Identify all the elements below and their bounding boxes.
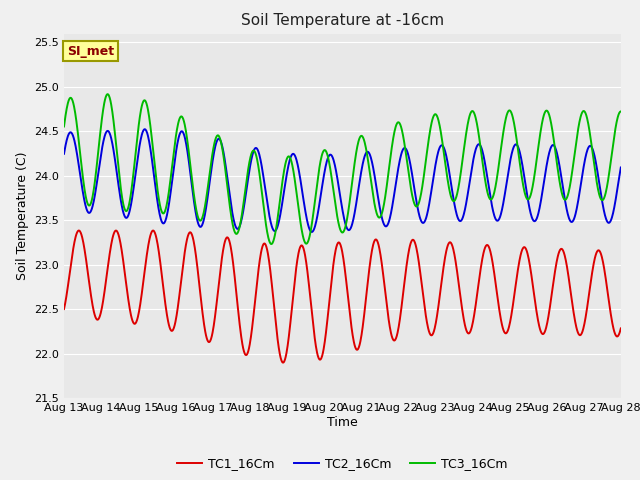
TC3_16Cm — [60, 124, 68, 130]
TC1_16Cm — [246, 337, 254, 343]
TC1_16Cm — [75, 228, 83, 233]
Line: TC2_16Cm: TC2_16Cm — [64, 129, 621, 232]
TC2_16Cm — [171, 158, 179, 164]
TC2_16Cm — [617, 165, 625, 170]
TC3_16Cm — [184, 144, 192, 150]
TC3_16Cm — [268, 241, 275, 247]
TC1_16Cm — [171, 323, 179, 328]
TC1_16Cm — [60, 306, 68, 312]
TC3_16Cm — [552, 149, 559, 155]
TC3_16Cm — [104, 91, 111, 97]
TC1_16Cm — [552, 266, 559, 272]
X-axis label: Time: Time — [327, 416, 358, 429]
TC2_16Cm — [60, 151, 68, 156]
TC2_16Cm — [429, 174, 437, 180]
TC3_16Cm — [617, 108, 625, 114]
TC1_16Cm — [184, 232, 192, 238]
TC1_16Cm — [279, 360, 287, 365]
TC1_16Cm — [429, 329, 437, 335]
TC3_16Cm — [502, 114, 510, 120]
TC3_16Cm — [246, 154, 254, 160]
TC2_16Cm — [502, 182, 510, 188]
Line: TC3_16Cm: TC3_16Cm — [64, 94, 621, 244]
Line: TC1_16Cm: TC1_16Cm — [64, 230, 621, 362]
Y-axis label: Soil Temperature (C): Soil Temperature (C) — [16, 152, 29, 280]
TC2_16Cm — [552, 145, 559, 151]
Title: Soil Temperature at -16cm: Soil Temperature at -16cm — [241, 13, 444, 28]
TC1_16Cm — [617, 325, 625, 331]
TC1_16Cm — [502, 330, 510, 336]
TC3_16Cm — [171, 142, 179, 148]
Text: SI_met: SI_met — [67, 45, 114, 58]
TC3_16Cm — [429, 113, 437, 119]
Legend: TC1_16Cm, TC2_16Cm, TC3_16Cm: TC1_16Cm, TC2_16Cm, TC3_16Cm — [172, 452, 513, 475]
TC2_16Cm — [246, 161, 254, 167]
TC2_16Cm — [308, 229, 316, 235]
TC2_16Cm — [184, 154, 192, 160]
TC2_16Cm — [141, 126, 148, 132]
